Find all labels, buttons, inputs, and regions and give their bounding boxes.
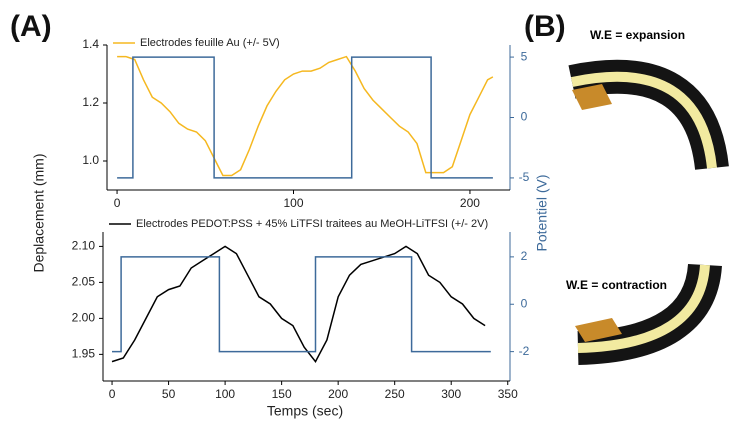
legend-label: Electrodes PEDOT:PSS + 45% LiTFSI traite… (136, 218, 488, 230)
x-tick-label: 200 (460, 196, 480, 210)
x-tick-label: 0 (114, 196, 121, 210)
data-line (117, 55, 494, 177)
y-tick-label: 1.4 (82, 37, 99, 51)
data-line (117, 56, 493, 179)
strip-layer (570, 71, 717, 169)
y-tick-label: 2.10 (72, 239, 96, 253)
x-tick-label: 250 (385, 387, 405, 401)
electrode (575, 318, 622, 342)
y-tick-label: 1.2 (82, 95, 99, 109)
electrode (572, 84, 612, 110)
diagram-label: W.E = expansion (590, 28, 685, 42)
x-tick-label: 100 (215, 387, 235, 401)
y2-tick-label: 0 (521, 110, 528, 124)
y2-tick-label: -2 (519, 344, 530, 358)
data-line (112, 256, 491, 353)
panel-label: (B) (524, 10, 566, 43)
x-axis-label: Temps (sec) (267, 403, 343, 419)
y-tick-label: 1.0 (82, 153, 99, 167)
y-tick-label: 1.95 (72, 347, 96, 361)
y-tick-label: 2.05 (72, 275, 96, 289)
y2-tick-label: 5 (521, 49, 528, 63)
y2-tick-label: -5 (519, 170, 530, 184)
x-tick-label: 150 (272, 387, 292, 401)
y2-tick-label: 2 (521, 249, 528, 263)
x-tick-label: 0 (109, 387, 116, 401)
diagram: W.E = expansion W.E = contraction (566, 28, 729, 365)
data-line (111, 245, 486, 363)
x-tick-label: 300 (441, 387, 461, 401)
x-tick-label: 200 (328, 387, 348, 401)
diagram-label: W.E = contraction (566, 278, 667, 292)
x-tick-label: 100 (283, 196, 303, 210)
panel-label: (A) (10, 10, 52, 43)
y-axis-label: Deplacement (mm) (31, 153, 47, 272)
legend-label: Electrodes feuille Au (+/- 5V) (140, 37, 280, 49)
x-tick-label: 350 (498, 387, 518, 401)
y-tick-label: 2.00 (72, 311, 96, 325)
x-tick-label: 50 (162, 387, 176, 401)
strip-layer (577, 264, 710, 353)
y2-axis-label: Potentiel (V) (534, 174, 550, 251)
y2-tick-label: 0 (521, 296, 528, 310)
